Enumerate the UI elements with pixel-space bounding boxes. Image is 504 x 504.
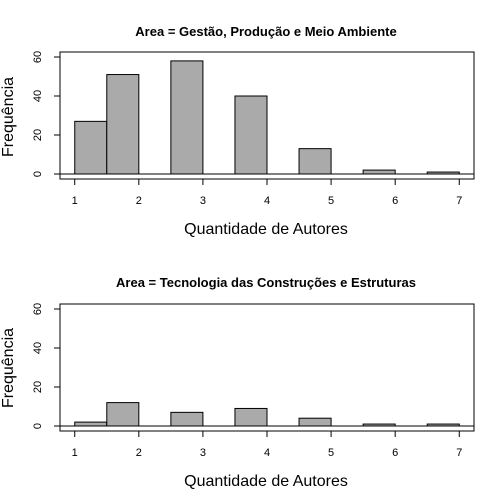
y-axis-label: Frequência (0, 77, 17, 157)
histogram-bar (74, 421, 108, 427)
x-tick-label: 5 (328, 447, 334, 459)
y-tick-label: 40 (32, 90, 44, 102)
x-tick-label: 5 (328, 195, 334, 207)
x-tick-label: 4 (264, 195, 270, 207)
x-tick-label: 3 (200, 195, 206, 207)
y-tick-label: 0 (32, 423, 44, 429)
x-tick-label: 6 (392, 447, 398, 459)
x-tick-label: 6 (392, 195, 398, 207)
x-axis-label: Quantidade de Autores (184, 221, 348, 238)
histogram-bar (74, 120, 108, 175)
histogram-bar (106, 74, 140, 175)
x-tick-label: 7 (456, 195, 462, 207)
histogram-bar (170, 60, 204, 175)
histogram-bar (106, 402, 140, 427)
histogram-bar (362, 169, 396, 175)
histogram-bar (298, 148, 332, 175)
histogram-bar (234, 95, 268, 175)
histogram-bar (298, 417, 332, 427)
x-tick-label: 1 (72, 195, 78, 207)
histogram-bar (426, 171, 460, 175)
y-tick-label: 60 (32, 303, 44, 315)
histogram-bar (170, 411, 204, 427)
chart-title: Area = Tecnologia das Construções e Estr… (116, 275, 416, 290)
x-tick-label: 2 (136, 447, 142, 459)
x-tick-label: 7 (456, 447, 462, 459)
histogram-bar (234, 407, 268, 427)
y-tick-label: 40 (32, 342, 44, 354)
y-axis-label: Frequência (0, 328, 17, 408)
x-axis-label: Quantidade de Autores (184, 473, 348, 490)
x-tick-label: 1 (72, 447, 78, 459)
chart-title: Area = Gestão, Produção e Meio Ambiente (135, 24, 396, 39)
y-tick-label: 0 (32, 171, 44, 177)
x-tick-label: 2 (136, 195, 142, 207)
histogram-bar (426, 423, 460, 427)
histogram-bar (362, 423, 396, 427)
y-tick-label: 60 (32, 51, 44, 63)
x-tick-label: 4 (264, 447, 270, 459)
histogram-panel-gestao: Area = Gestão, Produção e Meio Ambiente … (0, 24, 475, 238)
y-tick-label: 20 (32, 129, 44, 141)
y-tick-label: 20 (32, 381, 44, 393)
histogram-panel-tecnologia: Area = Tecnologia das Construções e Estr… (0, 275, 475, 490)
x-tick-label: 3 (200, 447, 206, 459)
